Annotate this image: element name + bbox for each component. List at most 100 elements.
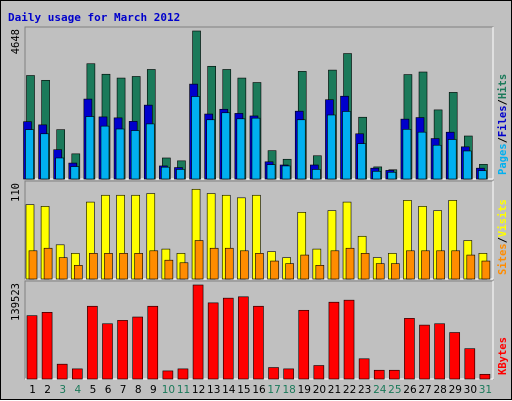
bar-pages-day-27	[417, 131, 427, 180]
bar-pages-day-21	[327, 114, 336, 180]
bar-kbytes-day-22	[343, 299, 355, 380]
bar-kbytes-day-7	[117, 320, 128, 380]
bar-sites-day-16	[255, 253, 264, 280]
bar-kbytes-day-21	[328, 301, 340, 380]
bar-pages-day-16	[251, 117, 261, 180]
bar-kbytes-day-9	[147, 305, 159, 380]
day-label-25: 25	[388, 384, 401, 396]
bar-pages-day-29	[447, 139, 457, 180]
bar-kbytes-day-4	[71, 368, 83, 380]
bar-kbytes-day-11	[177, 368, 189, 380]
day-label-30: 30	[464, 384, 477, 396]
bar-sites-day-24	[375, 263, 385, 280]
bar-kbytes-day-24	[373, 369, 385, 380]
day-label-4: 4	[74, 384, 81, 396]
bar-sites-day-25	[391, 263, 400, 280]
bar-sites-day-18	[285, 263, 294, 280]
bar-pages-day-15	[236, 118, 246, 180]
bar-pages-day-6	[100, 125, 110, 180]
bar-kbytes-day-28	[434, 323, 445, 380]
bar-sites-day-1	[28, 250, 38, 280]
bar-kbytes-day-30	[464, 348, 476, 380]
bar-pages-day-19	[296, 119, 306, 180]
bar-kbytes-day-20	[313, 365, 325, 380]
legend-entry: Hits	[497, 74, 509, 99]
day-label-13: 13	[207, 384, 220, 396]
day-label-24: 24	[373, 384, 387, 396]
day-label-7: 7	[120, 384, 127, 396]
bar-sites-day-27	[421, 250, 430, 280]
max-label-kbytes: 139523	[10, 283, 22, 321]
bar-kbytes-day-27	[419, 324, 430, 380]
bar-kbytes-day-31	[479, 373, 491, 380]
day-label-14: 14	[222, 384, 236, 396]
day-label-16: 16	[252, 384, 266, 396]
bar-pages-day-20	[312, 169, 321, 180]
bar-pages-day-7	[115, 128, 125, 180]
bar-sites-day-12	[194, 240, 204, 280]
day-label-21: 21	[328, 384, 341, 396]
bar-pages-day-14	[221, 112, 231, 180]
bar-kbytes-day-19	[298, 309, 310, 380]
bar-sites-day-20	[315, 265, 325, 280]
day-label-10: 10	[162, 384, 175, 396]
bar-pages-day-28	[432, 144, 442, 180]
bar-pages-day-2	[40, 133, 49, 180]
bar-sites-day-10	[164, 259, 174, 280]
legend-entry: KBytes	[497, 337, 509, 375]
bar-sites-day-9	[149, 250, 159, 280]
legend-entry: Visits	[497, 199, 509, 237]
bar-sites-day-6	[104, 253, 113, 280]
bar-sites-day-14	[224, 247, 234, 280]
day-label-19: 19	[298, 384, 311, 396]
day-label-1: 1	[29, 384, 36, 396]
bar-pages-day-30	[463, 150, 472, 180]
bar-kbytes-day-16	[253, 305, 264, 380]
bar-sites-day-23	[360, 253, 370, 280]
day-label-31: 31	[479, 384, 492, 396]
day-label-23: 23	[358, 384, 371, 396]
day-label-3: 3	[59, 384, 66, 396]
day-label-27: 27	[418, 384, 431, 396]
bar-pages-day-4	[70, 166, 80, 180]
legend-entry: Files	[497, 105, 509, 137]
bar-pages-day-23	[357, 143, 366, 180]
max-label-hits-files-pages: 4648	[10, 29, 22, 54]
bar-sites-day-29	[451, 250, 461, 280]
bar-kbytes-day-6	[102, 323, 113, 380]
bar-pages-day-25	[387, 172, 397, 180]
bar-pages-day-3	[55, 157, 64, 180]
bar-sites-day-19	[300, 254, 310, 280]
bar-kbytes-day-8	[132, 316, 143, 380]
bar-sites-day-7	[119, 253, 128, 280]
bar-pages-day-31	[478, 170, 487, 180]
bar-sites-day-15	[240, 250, 249, 280]
legend-visits-sites: Sites/Visits	[497, 199, 509, 275]
bar-kbytes-day-2	[41, 312, 53, 380]
bar-sites-day-13	[209, 247, 219, 280]
bar-kbytes-day-3	[56, 363, 68, 380]
max-label-visits-sites: 110	[10, 183, 22, 202]
bar-sites-day-30	[466, 254, 476, 280]
day-label-6: 6	[105, 384, 112, 396]
bar-sites-day-21	[330, 250, 340, 280]
day-label-5: 5	[90, 384, 97, 396]
bar-kbytes-day-26	[404, 318, 415, 380]
bar-pages-day-17	[266, 164, 276, 180]
bar-pages-day-12	[191, 96, 200, 180]
bar-pages-day-9	[145, 123, 155, 180]
bar-pages-day-5	[85, 116, 95, 180]
bar-kbytes-day-1	[26, 315, 38, 380]
day-label-17: 17	[267, 384, 280, 396]
bar-pages-day-18	[281, 165, 291, 180]
bar-sites-day-5	[89, 253, 98, 280]
day-label-12: 12	[192, 384, 205, 396]
bar-kbytes-day-29	[449, 332, 461, 380]
bar-pages-day-8	[130, 130, 140, 180]
bar-sites-day-17	[270, 260, 279, 280]
bar-kbytes-day-14	[222, 297, 234, 380]
legend-entry: /	[497, 237, 509, 243]
day-label-28: 28	[433, 384, 446, 396]
